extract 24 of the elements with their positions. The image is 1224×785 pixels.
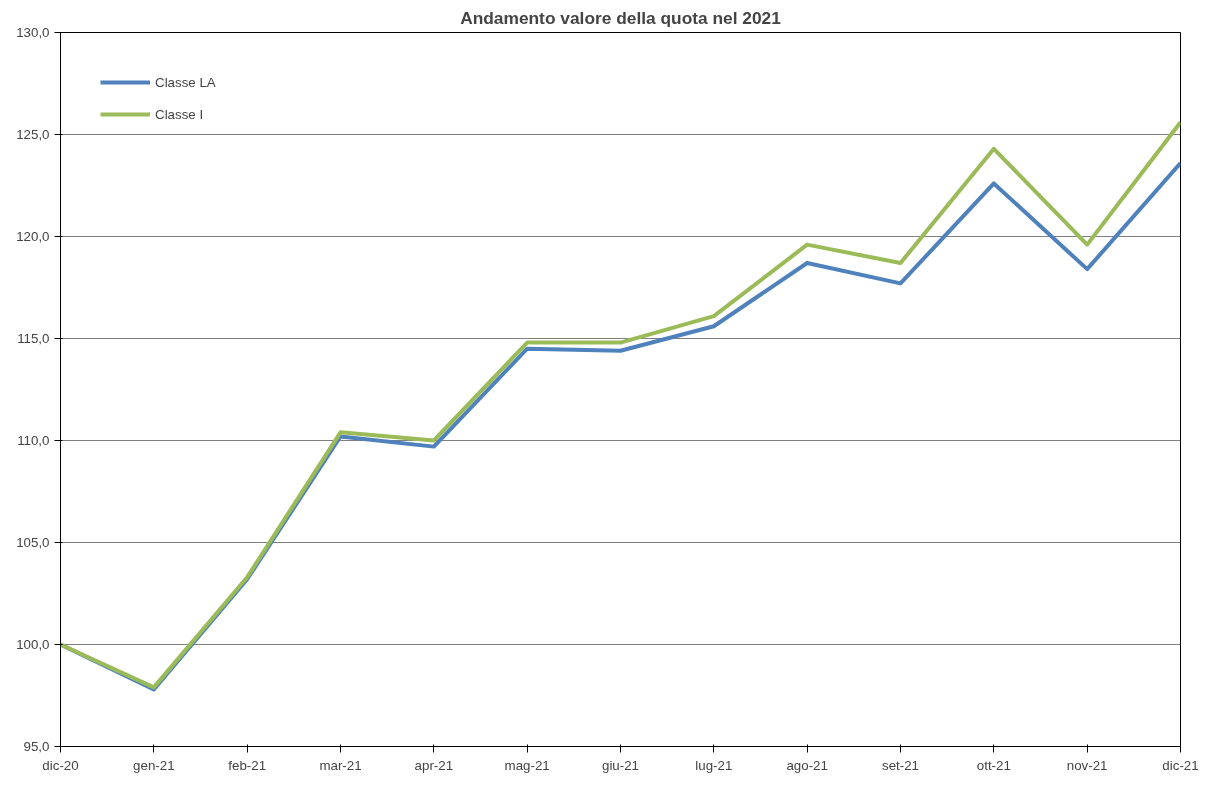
x-tick-label: feb-21 (228, 757, 267, 773)
y-tick-label: 95,0 (23, 739, 50, 754)
x-tick-label: dic-20 (42, 757, 79, 773)
y-tick-label: 125,0 (16, 127, 50, 142)
x-tick-label: ago-21 (786, 757, 828, 773)
legend-label: Classe LA (155, 74, 216, 90)
x-tick-label: giu-21 (601, 757, 640, 773)
x-tick-label: mar-21 (319, 757, 362, 773)
x-tick-label: nov-21 (1066, 757, 1108, 773)
legend-label: Classe I (155, 106, 204, 122)
y-tick-label: 120,0 (16, 229, 50, 244)
y-tick-label: 115,0 (17, 331, 50, 346)
x-tick-label: apr-21 (414, 757, 454, 773)
chart-title: Andamento valore della quota nel 2021 (460, 7, 782, 28)
x-tick-label: gen-21 (133, 757, 175, 773)
x-tick-label: lug-21 (695, 757, 733, 773)
y-tick-label: 100,0 (16, 637, 50, 652)
x-tick-label: set-21 (881, 757, 920, 773)
x-tick-label: ott-21 (976, 757, 1011, 773)
x-tick-label: mag-21 (504, 757, 550, 773)
y-tick-label: 105,0 (16, 535, 50, 550)
y-tick-label: 110,0 (17, 433, 50, 448)
y-tick-label: 130,0 (16, 25, 50, 40)
x-tick-label: dic-21 (1162, 757, 1199, 773)
